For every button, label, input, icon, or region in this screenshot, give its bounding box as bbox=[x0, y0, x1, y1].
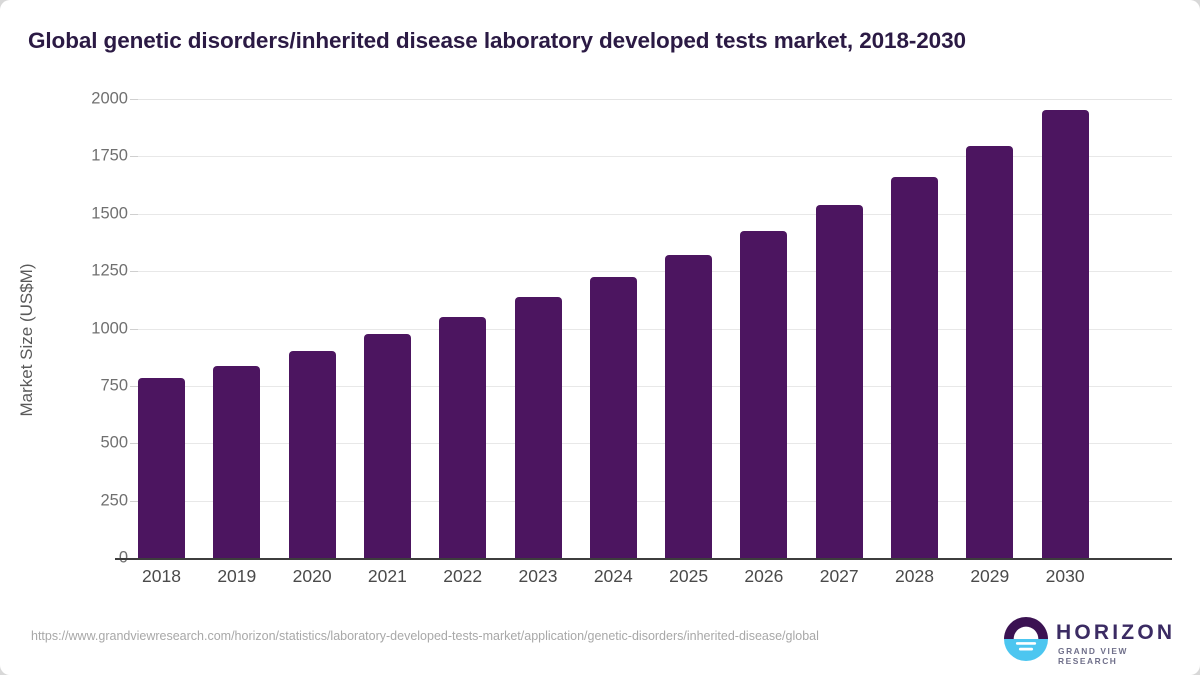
y-tick-label: 2000 bbox=[91, 89, 128, 108]
y-tick-mark bbox=[130, 500, 138, 502]
y-tick-mark bbox=[130, 213, 138, 215]
logo-subtext: GRAND VIEW RESEARCH bbox=[1058, 646, 1128, 666]
y-tick-label: 0 bbox=[68, 549, 128, 568]
y-tick-mark bbox=[130, 99, 138, 100]
x-tick-label-2029: 2029 bbox=[970, 566, 1010, 586]
bar-2025[interactable] bbox=[665, 255, 713, 558]
gridline bbox=[138, 99, 1172, 100]
y-tick-label: 1250 bbox=[91, 261, 128, 280]
bar-2026[interactable] bbox=[740, 230, 788, 558]
bar-2024[interactable] bbox=[589, 277, 637, 558]
y-tick-label: 1750 bbox=[91, 146, 128, 165]
gridline bbox=[138, 385, 1172, 387]
x-tick-label-2026: 2026 bbox=[744, 566, 784, 586]
x-tick-label-2030: 2030 bbox=[1045, 566, 1085, 586]
bar-2022[interactable] bbox=[439, 316, 487, 558]
bar-2018[interactable] bbox=[138, 377, 185, 558]
y-tick-label: 500 bbox=[100, 433, 128, 452]
horizon-logo-icon bbox=[1004, 617, 1048, 661]
bar-2020[interactable] bbox=[288, 350, 336, 558]
bar-2028[interactable] bbox=[891, 177, 938, 558]
y-tick-label: 1000 bbox=[91, 319, 128, 337]
gridline bbox=[138, 443, 1172, 445]
bar-2023[interactable] bbox=[514, 297, 562, 558]
y-tick-mark bbox=[130, 156, 138, 158]
gridline bbox=[138, 328, 1172, 330]
x-tick-label-2025: 2025 bbox=[669, 566, 709, 586]
y-tick-label: 750 bbox=[100, 376, 128, 395]
bar-2021[interactable] bbox=[363, 333, 411, 558]
chart-title: Global genetic disorders/inherited disea… bbox=[28, 28, 966, 53]
x-tick-label-2027: 2027 bbox=[819, 566, 859, 586]
source-url[interactable]: https://www.grandviewresearch.com/horizo… bbox=[31, 629, 819, 643]
gridline bbox=[138, 213, 1172, 215]
x-axis-line bbox=[115, 558, 1172, 560]
x-tick-label-2021: 2021 bbox=[367, 566, 407, 586]
x-tick-label-2018: 2018 bbox=[142, 566, 181, 586]
y-tick-mark bbox=[130, 443, 138, 445]
x-tick-label-2024: 2024 bbox=[593, 566, 633, 586]
x-tick-label-2019: 2019 bbox=[217, 566, 257, 586]
bar-2030[interactable] bbox=[1041, 110, 1089, 558]
plot-area bbox=[138, 99, 1172, 558]
x-tick-label-2028: 2028 bbox=[895, 566, 934, 586]
gridline bbox=[138, 500, 1172, 502]
x-tick-label-2020: 2020 bbox=[292, 566, 332, 586]
y-tick-mark bbox=[130, 328, 138, 330]
y-axis-title: Market Size (US$M) bbox=[17, 263, 36, 417]
bar-2029[interactable] bbox=[966, 145, 1014, 558]
y-tick-mark bbox=[130, 271, 138, 273]
bar-2027[interactable] bbox=[815, 205, 863, 558]
x-tick-label-2023: 2023 bbox=[518, 566, 558, 586]
bar-2019[interactable] bbox=[213, 365, 261, 558]
y-tick-mark bbox=[130, 385, 138, 387]
gridline bbox=[138, 271, 1172, 273]
logo-wordmark: HORIZON bbox=[1056, 621, 1176, 644]
y-tick-label: 1500 bbox=[91, 204, 128, 223]
y-tick-label: 250 bbox=[100, 491, 128, 510]
horizon-logo: HORIZON GRAND VIEW RESEARCH bbox=[1004, 616, 1176, 666]
gridline bbox=[138, 156, 1172, 158]
x-tick-label-2022: 2022 bbox=[443, 566, 483, 586]
